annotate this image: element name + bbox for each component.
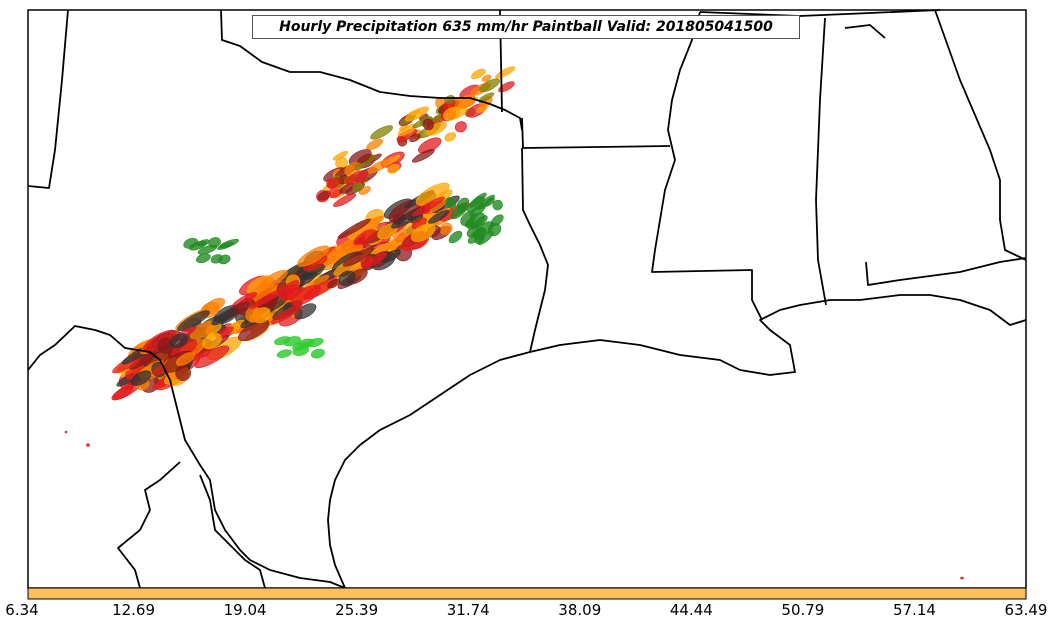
precip-blob	[310, 348, 325, 359]
precip-blob	[444, 132, 456, 142]
precip-blob	[450, 203, 468, 220]
precip-blob	[481, 74, 492, 82]
precip-blob	[294, 303, 317, 320]
precip-blob	[333, 193, 357, 208]
precip-blob	[297, 338, 315, 348]
nm-border	[27, 9, 69, 189]
map-frame	[27, 9, 1027, 589]
tx-coast	[327, 351, 531, 589]
precip-blob	[210, 254, 223, 264]
precip-blob	[86, 443, 90, 447]
precip-blob	[387, 163, 400, 174]
precip-blob	[169, 333, 188, 349]
precip-blob	[484, 197, 495, 207]
precip-blob	[448, 230, 463, 244]
precip-blob	[422, 118, 434, 131]
precip-blob	[471, 68, 486, 80]
precip-blob	[345, 170, 369, 185]
colorbar-tick-label: 57.14	[892, 601, 936, 619]
boundaries-layer	[27, 9, 1027, 589]
precip-blob	[445, 197, 457, 209]
precip-blob	[411, 149, 435, 163]
precip-blob	[130, 370, 152, 386]
precip-blob	[258, 270, 288, 289]
precip-blob	[960, 576, 964, 580]
tn-detail	[844, 24, 886, 39]
precip-blob	[495, 66, 516, 79]
precip-blob	[466, 196, 485, 213]
precip-blob	[478, 92, 495, 103]
tn-border	[699, 9, 941, 17]
colorbar-tick-label: 19.04	[223, 601, 267, 619]
precip-blob	[464, 219, 474, 228]
rio-grande	[27, 325, 346, 589]
mx-state-border-2	[199, 474, 266, 589]
precip-blob	[177, 310, 210, 332]
precip-blob	[473, 227, 487, 240]
precip-blob	[64, 430, 68, 434]
al-fl-border	[865, 257, 1027, 286]
precip-blob	[490, 214, 504, 227]
precip-blob	[175, 365, 191, 381]
precip-blob	[338, 270, 356, 287]
precip-blob	[428, 210, 450, 224]
precip-blob	[370, 125, 393, 140]
tx-la-border	[521, 147, 549, 353]
colorbar	[27, 587, 1027, 600]
precip-blob	[492, 199, 503, 211]
precip-blob	[360, 255, 374, 267]
colorbar-tick-label: 63.49	[1004, 601, 1048, 619]
precip-blob	[249, 288, 284, 310]
precip-blob	[405, 106, 429, 122]
precip-blob	[454, 121, 467, 133]
colorbar-tick-label: 44.44	[669, 601, 713, 619]
precip-blob	[411, 196, 445, 217]
precip-blob	[290, 285, 321, 306]
precip-blob	[332, 150, 349, 161]
precip-blob	[479, 78, 501, 93]
precip-blob	[176, 352, 195, 366]
paintball-layer	[64, 66, 964, 580]
gulf-coast	[529, 294, 1027, 376]
precip-blob	[487, 222, 502, 237]
colorbar-tick-label: 31.74	[446, 601, 490, 619]
ar-la-border	[521, 117, 671, 149]
colorbar-tick-label: 50.79	[781, 601, 825, 619]
precip-blob	[381, 249, 401, 263]
precip-blob	[202, 332, 222, 350]
precip-blob	[183, 237, 199, 249]
mx-state-border-1	[117, 461, 181, 589]
precip-blob	[211, 308, 239, 326]
al-ga-border	[934, 9, 1027, 261]
precip-blob	[274, 336, 291, 346]
colorbar-tick-label: 12.69	[112, 601, 156, 619]
mississippi-river	[651, 11, 763, 321]
precip-blob	[342, 247, 374, 267]
precip-blob	[348, 149, 372, 166]
precip-blob	[217, 242, 234, 250]
colorbar-tick-label: 38.09	[558, 601, 602, 619]
precip-blob	[297, 245, 330, 267]
precip-blob	[276, 349, 292, 358]
map-title: Hourly Precipitation 635 mm/hr Paintball…	[252, 15, 800, 39]
precip-blob	[197, 244, 218, 255]
precip-blob	[337, 218, 371, 239]
precip-blob	[366, 138, 383, 151]
precip-blob	[326, 177, 342, 189]
precip-blob	[425, 121, 447, 136]
ms-al-border	[815, 17, 827, 306]
precip-blob	[439, 222, 453, 235]
precip-blob	[353, 229, 377, 245]
precip-blob	[409, 133, 421, 143]
precip-blob	[443, 106, 461, 121]
red-river	[220, 9, 523, 131]
colorbar-tick-label: 6.34	[5, 601, 39, 619]
precip-blob	[354, 163, 364, 171]
precip-blob	[270, 304, 303, 324]
precip-blob	[410, 223, 436, 242]
colorbar-tick-label: 25.39	[335, 601, 379, 619]
precip-blob	[279, 283, 301, 301]
